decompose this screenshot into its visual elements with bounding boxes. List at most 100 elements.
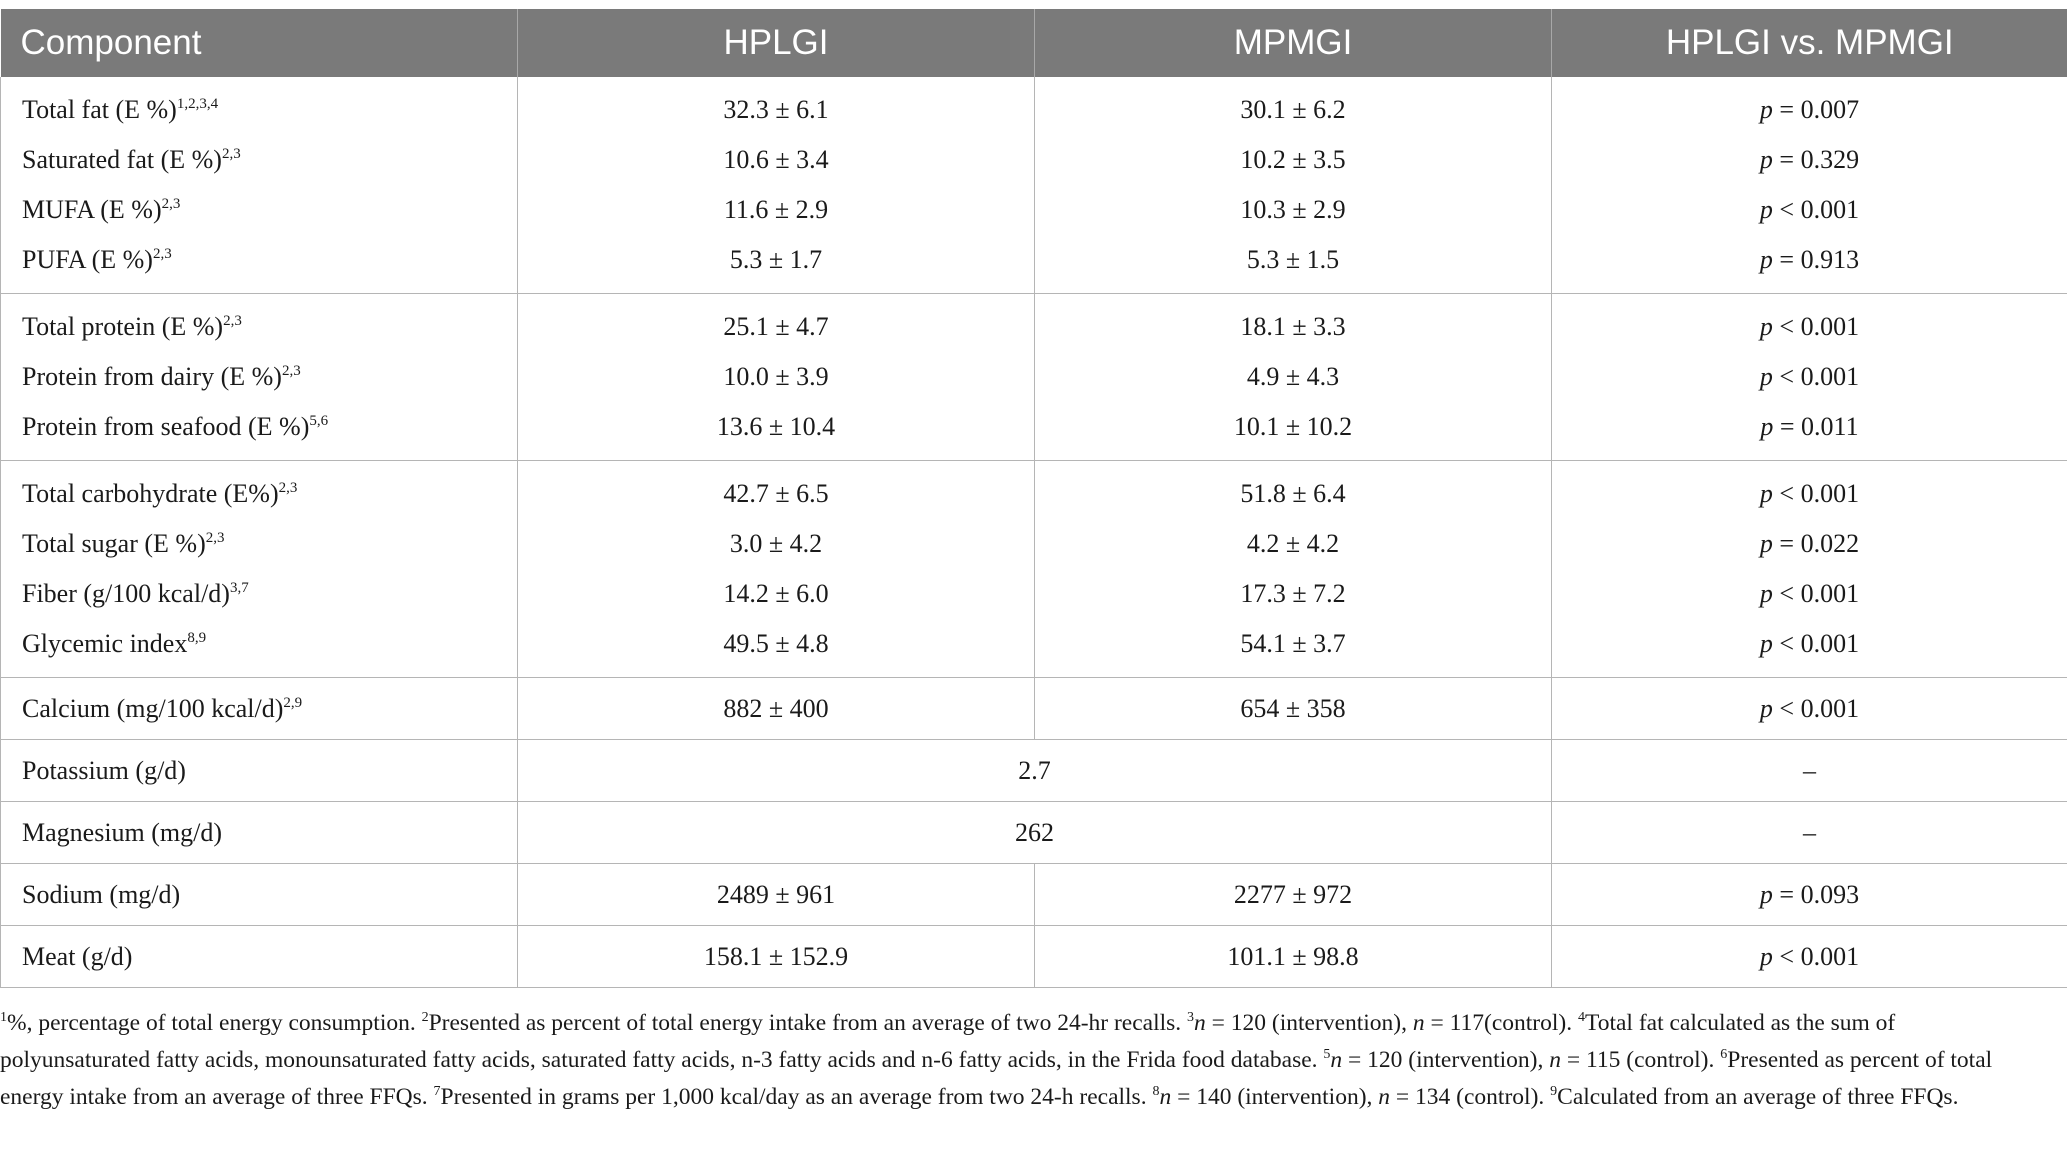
mpmgi-value-cell: 2277 ± 972 xyxy=(1034,863,1552,926)
p-symbol: p xyxy=(1759,245,1773,274)
p-value: = 0.011 xyxy=(1779,412,1859,441)
table-row: Magnesium (mg/d) 262– xyxy=(0,801,2067,864)
component-label: Glycemic index xyxy=(22,629,188,658)
component-cell: Calcium (mg/100 kcal/d)2,9 xyxy=(0,677,518,740)
nutrient-comparison-table: Component HPLGI MPMGI HPLGI vs. MPMGI To… xyxy=(0,9,2067,988)
mpmgi-value-cell: 10.3 ± 2.9 xyxy=(1034,185,1552,235)
footnote: 2Presented as percent of total energy in… xyxy=(422,1010,1187,1036)
component-cell: Potassium (g/d) xyxy=(0,739,518,802)
component-cell: Total protein (E %)2,3 xyxy=(0,293,518,352)
component-cell: PUFA (E %)2,3 xyxy=(0,235,518,294)
footnote-text: = 140 (intervention), xyxy=(1171,1084,1379,1110)
component-cell: Protein from seafood (E %)5,6 xyxy=(0,402,518,461)
footnote-mark: 3 xyxy=(1187,1010,1195,1025)
p-symbol: p xyxy=(1759,529,1773,558)
p-symbol: p xyxy=(1759,145,1773,174)
table-row: Protein from seafood (E %)5,6 13.6 ± 10.4… xyxy=(0,402,2067,461)
footnote-text: Calculated from an average of three FFQs… xyxy=(1557,1084,1959,1110)
footnote-italic-text: n xyxy=(1378,1084,1391,1110)
merged-value-cell: 2.7 xyxy=(517,739,1552,802)
hplgi-value-cell: 158.1 ± 152.9 xyxy=(517,925,1035,988)
p-symbol: p xyxy=(1759,693,1773,723)
component-label: Total protein (E %) xyxy=(22,312,224,341)
footnote-text: %, percentage of total energy consumptio… xyxy=(7,1010,422,1036)
header-hplgi: HPLGI xyxy=(517,9,1035,77)
table-row: Protein from dairy (E %)2,3 10.0 ± 3.9 4.9… xyxy=(0,352,2067,402)
mpmgi-value-cell: 54.1 ± 3.7 xyxy=(1034,619,1552,678)
mpmgi-value-cell: 10.2 ± 3.5 xyxy=(1034,135,1552,185)
component-label: Sodium (mg/d) xyxy=(22,879,181,909)
p-symbol: p xyxy=(1759,362,1773,391)
mpmgi-value-cell: 18.1 ± 3.3 xyxy=(1034,293,1552,352)
hplgi-value-cell: 13.6 ± 10.4 xyxy=(517,402,1035,461)
hplgi-value-cell: 882 ± 400 xyxy=(517,677,1035,740)
footnote-ref: 1,2,3,4 xyxy=(176,96,219,112)
footnote-mark: 4 xyxy=(1578,1010,1585,1025)
p-value: < 0.001 xyxy=(1779,693,1860,723)
component-cell: Magnesium (mg/d) xyxy=(0,801,518,864)
comparison-cell: p = 0.093 xyxy=(1551,863,2067,926)
comparison-cell: p = 0.011 xyxy=(1551,402,2067,461)
table-row: Calcium (mg/100 kcal/d)2,9 882 ± 400 654 ±… xyxy=(0,677,2067,740)
component-cell: Sodium (mg/d) xyxy=(0,863,518,926)
component-label: MUFA (E %) xyxy=(22,195,162,224)
hplgi-value-cell: 3.0 ± 4.2 xyxy=(517,519,1035,569)
table-row: Total fat (E %)1,2,3,4 32.3 ± 6.1 30.1 ± 6… xyxy=(0,77,2067,135)
table-row: Meat (g/d) 158.1 ± 152.9 101.1 ± 98.8 p < 0… xyxy=(0,925,2067,988)
p-value: = 0.913 xyxy=(1779,245,1860,274)
footnote-ref: 2,3 xyxy=(278,480,298,496)
hplgi-value-cell: 42.7 ± 6.5 xyxy=(517,460,1035,519)
p-value: < 0.001 xyxy=(1779,195,1860,224)
p-value: < 0.001 xyxy=(1779,941,1860,971)
component-label: Meat (g/d) xyxy=(22,941,133,971)
mpmgi-value-cell: 101.1 ± 98.8 xyxy=(1034,925,1552,988)
hplgi-value-cell: 10.0 ± 3.9 xyxy=(517,352,1035,402)
footnote-text: Presented as percent of total energy int… xyxy=(428,1010,1188,1036)
table-row: Total protein (E %)2,3 25.1 ± 4.7 18.1 ± 3… xyxy=(0,293,2067,352)
component-cell: MUFA (E %)2,3 xyxy=(0,185,518,235)
table-row: Total carbohydrate (E%)2,3 42.7 ± 6.5 51.8… xyxy=(0,460,2067,519)
footnote-text: = 117(control). xyxy=(1424,1010,1578,1036)
footnote-mark: 2 xyxy=(421,1010,429,1025)
footnote-text: = 120 (intervention), xyxy=(1342,1047,1550,1073)
table-row: MUFA (E %)2,3 11.6 ± 2.9 10.3 ± 2.9 p < 0.0… xyxy=(0,185,2067,235)
table-row: PUFA (E %)2,3 5.3 ± 1.7 5.3 ± 1.5 p = 0.913 xyxy=(0,235,2067,294)
p-symbol: p xyxy=(1759,195,1773,224)
footnote: 1%, percentage of total energy consumpti… xyxy=(0,1010,422,1036)
footnote-ref: 2,3 xyxy=(205,530,225,546)
footnote-text: = 120 (intervention), xyxy=(1205,1010,1413,1036)
footnote-ref: 3,7 xyxy=(229,580,249,596)
comparison-cell: p < 0.001 xyxy=(1551,352,2067,402)
p-symbol: p xyxy=(1759,479,1773,508)
hplgi-value-cell: 32.3 ± 6.1 xyxy=(517,77,1035,135)
p-symbol: p xyxy=(1759,629,1773,658)
component-cell: Total carbohydrate (E%)2,3 xyxy=(0,460,518,519)
table-row: Saturated fat (E %)2,3 10.6 ± 3.4 10.2 ± 3… xyxy=(0,135,2067,185)
p-symbol: p xyxy=(1759,579,1773,608)
footnote-ref: 8,9 xyxy=(187,630,207,646)
header-mpmgi: MPMGI xyxy=(1034,9,1552,77)
p-symbol: p xyxy=(1759,879,1773,909)
footnote-mark: 7 xyxy=(433,1084,441,1099)
table-footnotes: 1%, percentage of total energy consumpti… xyxy=(0,1005,2050,1116)
footnote-italic-text: n xyxy=(1159,1084,1172,1110)
header-comparison: HPLGI vs. MPMGI xyxy=(1551,9,2067,77)
component-label: Calcium (mg/100 kcal/d) xyxy=(22,693,284,723)
footnote-ref: 2,3 xyxy=(221,146,241,162)
component-label: Magnesium (mg/d) xyxy=(22,817,223,847)
mpmgi-value-cell: 30.1 ± 6.2 xyxy=(1034,77,1552,135)
footnote: 7Presented in grams per 1,000 kcal/day a… xyxy=(434,1084,1153,1110)
p-value: < 0.001 xyxy=(1779,579,1860,608)
comparison-cell: p = 0.007 xyxy=(1551,77,2067,135)
footnote-text: Presented as percent of total energy int… xyxy=(0,1047,1993,1110)
component-label: PUFA (E %) xyxy=(22,245,153,274)
p-value: = 0.329 xyxy=(1779,145,1860,174)
footnote-text: Presented in grams per 1,000 kcal/day as… xyxy=(440,1084,1153,1110)
hplgi-value-cell: 11.6 ± 2.9 xyxy=(517,185,1035,235)
component-label: Saturated fat (E %) xyxy=(22,145,222,174)
component-cell: Fiber (g/100 kcal/d)3,7 xyxy=(0,569,518,619)
component-label: Total fat (E %) xyxy=(22,95,177,124)
table-row: Fiber (g/100 kcal/d)3,7 14.2 ± 6.0 17.3 ± … xyxy=(0,569,2067,619)
p-value: = 0.022 xyxy=(1779,529,1860,558)
comparison-cell: p = 0.913 xyxy=(1551,235,2067,294)
